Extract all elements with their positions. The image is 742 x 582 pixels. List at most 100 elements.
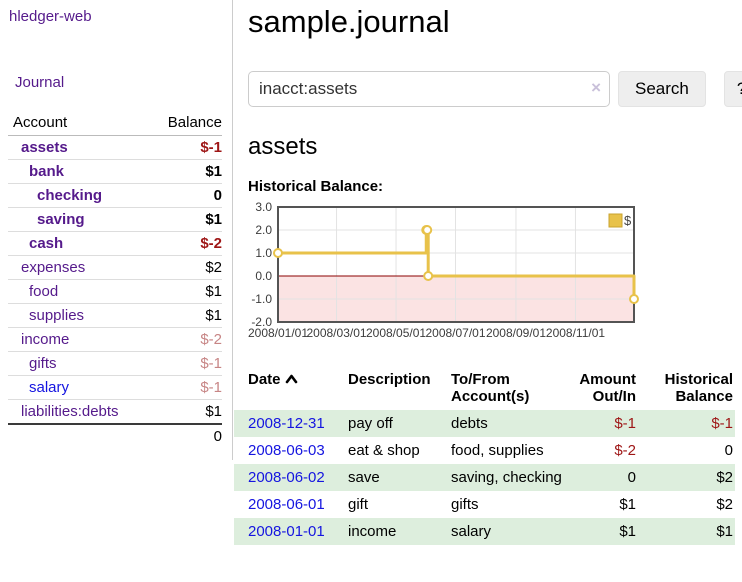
register-header-amount: Amount Out/In (579, 371, 636, 405)
register-accounts: debts (451, 415, 488, 432)
register-row: 2008-06-03 eat & shop food, supplies $-2 0 (234, 437, 735, 464)
page-title: sample.journal (248, 4, 450, 39)
account-row: salary $-1 (8, 375, 222, 400)
register-amount: 0 (627, 469, 636, 486)
account-balance: $1 (151, 159, 222, 184)
accounts-total-row: 0 (8, 423, 222, 448)
register-description: pay off (348, 415, 393, 432)
account-balance: $-1 (151, 135, 222, 160)
account-name-cell: expenses (8, 255, 152, 280)
account-link[interactable]: expenses (21, 259, 86, 276)
journal-link[interactable]: Journal (15, 74, 65, 91)
svg-text:2008/01/01: 2008/01/01 (248, 326, 308, 340)
clear-search-icon[interactable]: × (591, 78, 601, 97)
app-title: hledger-web (8, 8, 222, 25)
register-balance: $-1 (711, 415, 733, 432)
register-balance: $2 (716, 496, 733, 513)
register-row: 2008-06-02 save saving, checking 0 $2 (234, 464, 735, 491)
account-row: checking 0 (8, 183, 222, 208)
account-row: gifts $-1 (8, 351, 222, 376)
account-title: assets (248, 133, 318, 160)
account-row: food $1 (8, 279, 222, 304)
account-link[interactable]: gifts (29, 355, 57, 372)
account-row: liabilities:debts $1 (8, 399, 222, 425)
search-form: × Search ? (248, 71, 742, 107)
account-row: assets $-1 (8, 135, 222, 160)
accounts-table: Account Balance assets $-1 bank $1 checking 0… (8, 112, 222, 448)
register-header-date-label: Date (248, 371, 281, 388)
transaction-date-link[interactable]: 2008-01-01 (248, 523, 325, 540)
account-link[interactable]: cash (29, 235, 64, 252)
register-table: Date Description To/From Account(s) Amou… (234, 366, 735, 545)
register-date-cell: 2008-12-31 (234, 410, 344, 437)
account-link[interactable]: bank (29, 163, 65, 180)
register-row: 2008-01-01 income salary $1 $1 (234, 518, 735, 545)
journal-nav: Journal (8, 74, 222, 91)
svg-text:-2.0: -2.0 (251, 315, 272, 329)
register-header-description: Description (348, 371, 431, 388)
account-link[interactable]: food (29, 283, 59, 300)
svg-text:3.0: 3.0 (255, 200, 272, 214)
account-link[interactable]: supplies (29, 307, 85, 324)
accounts-total-value: 0 (151, 423, 222, 448)
account-row: cash $-2 (8, 231, 222, 256)
register-accounts: saving, checking (451, 469, 562, 486)
account-link[interactable]: assets (21, 139, 68, 156)
register-row: 2008-06-01 gift gifts $1 $2 (234, 491, 735, 518)
account-name-cell: bank (8, 159, 152, 184)
transaction-date-link[interactable]: 2008-06-03 (248, 442, 325, 459)
account-balance: $1 (151, 303, 222, 328)
register-table-body: 2008-12-31 pay off debts $-1 $-1 2008-06-03 ea… (234, 410, 735, 545)
account-balance: $-2 (151, 327, 222, 352)
transaction-date-link[interactable]: 2008-12-31 (248, 415, 325, 432)
svg-text:2.0: 2.0 (255, 223, 272, 237)
account-balance: $1 (151, 207, 222, 232)
transaction-date-link[interactable]: 2008-06-01 (248, 496, 325, 513)
account-name-cell: cash (8, 231, 152, 256)
register-balance: 0 (724, 442, 733, 459)
account-name-cell: salary (8, 375, 152, 400)
account-name-cell: saving (8, 207, 152, 232)
account-link[interactable]: liabilities:debts (21, 403, 119, 420)
svg-text:2008/05/01: 2008/05/01 (366, 326, 426, 340)
accounts-header-account: Account (8, 112, 152, 136)
account-balance: $-1 (151, 375, 222, 400)
register-date-cell: 2008-01-01 (234, 518, 344, 545)
account-name-cell: food (8, 279, 152, 304)
transaction-date-link[interactable]: 2008-06-02 (248, 469, 325, 486)
accounts-total-spacer (8, 423, 152, 448)
svg-text:2008/09/01: 2008/09/01 (486, 326, 546, 340)
account-name-cell: checking (8, 183, 152, 208)
account-balance: 0 (151, 183, 222, 208)
account-row: bank $1 (8, 159, 222, 184)
register-header-balance: Historical Balance (664, 371, 733, 405)
search-wrap: × (248, 71, 610, 107)
sort-ascending-icon (285, 374, 297, 384)
account-name-cell: gifts (8, 351, 152, 376)
svg-text:2008/07/01: 2008/07/01 (425, 326, 485, 340)
account-balance: $2 (151, 255, 222, 280)
account-link[interactable]: checking (37, 187, 103, 204)
register-header-date[interactable]: Date (234, 366, 344, 410)
register-description: eat & shop (348, 442, 420, 459)
app-title-link[interactable]: hledger-web (9, 8, 92, 25)
account-link[interactable]: income (21, 331, 70, 348)
chart-label: Historical Balance: (248, 178, 384, 195)
account-link[interactable]: saving (37, 211, 85, 228)
register-date-cell: 2008-06-03 (234, 437, 344, 464)
search-input[interactable] (248, 71, 610, 107)
svg-text:-1.0: -1.0 (251, 292, 272, 306)
account-row: expenses $2 (8, 255, 222, 280)
account-link[interactable]: salary (29, 379, 70, 396)
register-accounts: salary (451, 523, 492, 540)
register-amount: $1 (619, 496, 636, 513)
search-button[interactable]: Search (618, 71, 706, 107)
help-button[interactable]: ? (723, 71, 742, 107)
account-name-cell: liabilities:debts (8, 399, 152, 425)
sidebar: hledger-web Journal Account Balance asse… (0, 0, 233, 460)
register-balance: $1 (716, 523, 733, 540)
accounts-header-balance: Balance (151, 112, 222, 136)
register-description: income (348, 523, 397, 540)
account-balance: $1 (151, 399, 222, 425)
